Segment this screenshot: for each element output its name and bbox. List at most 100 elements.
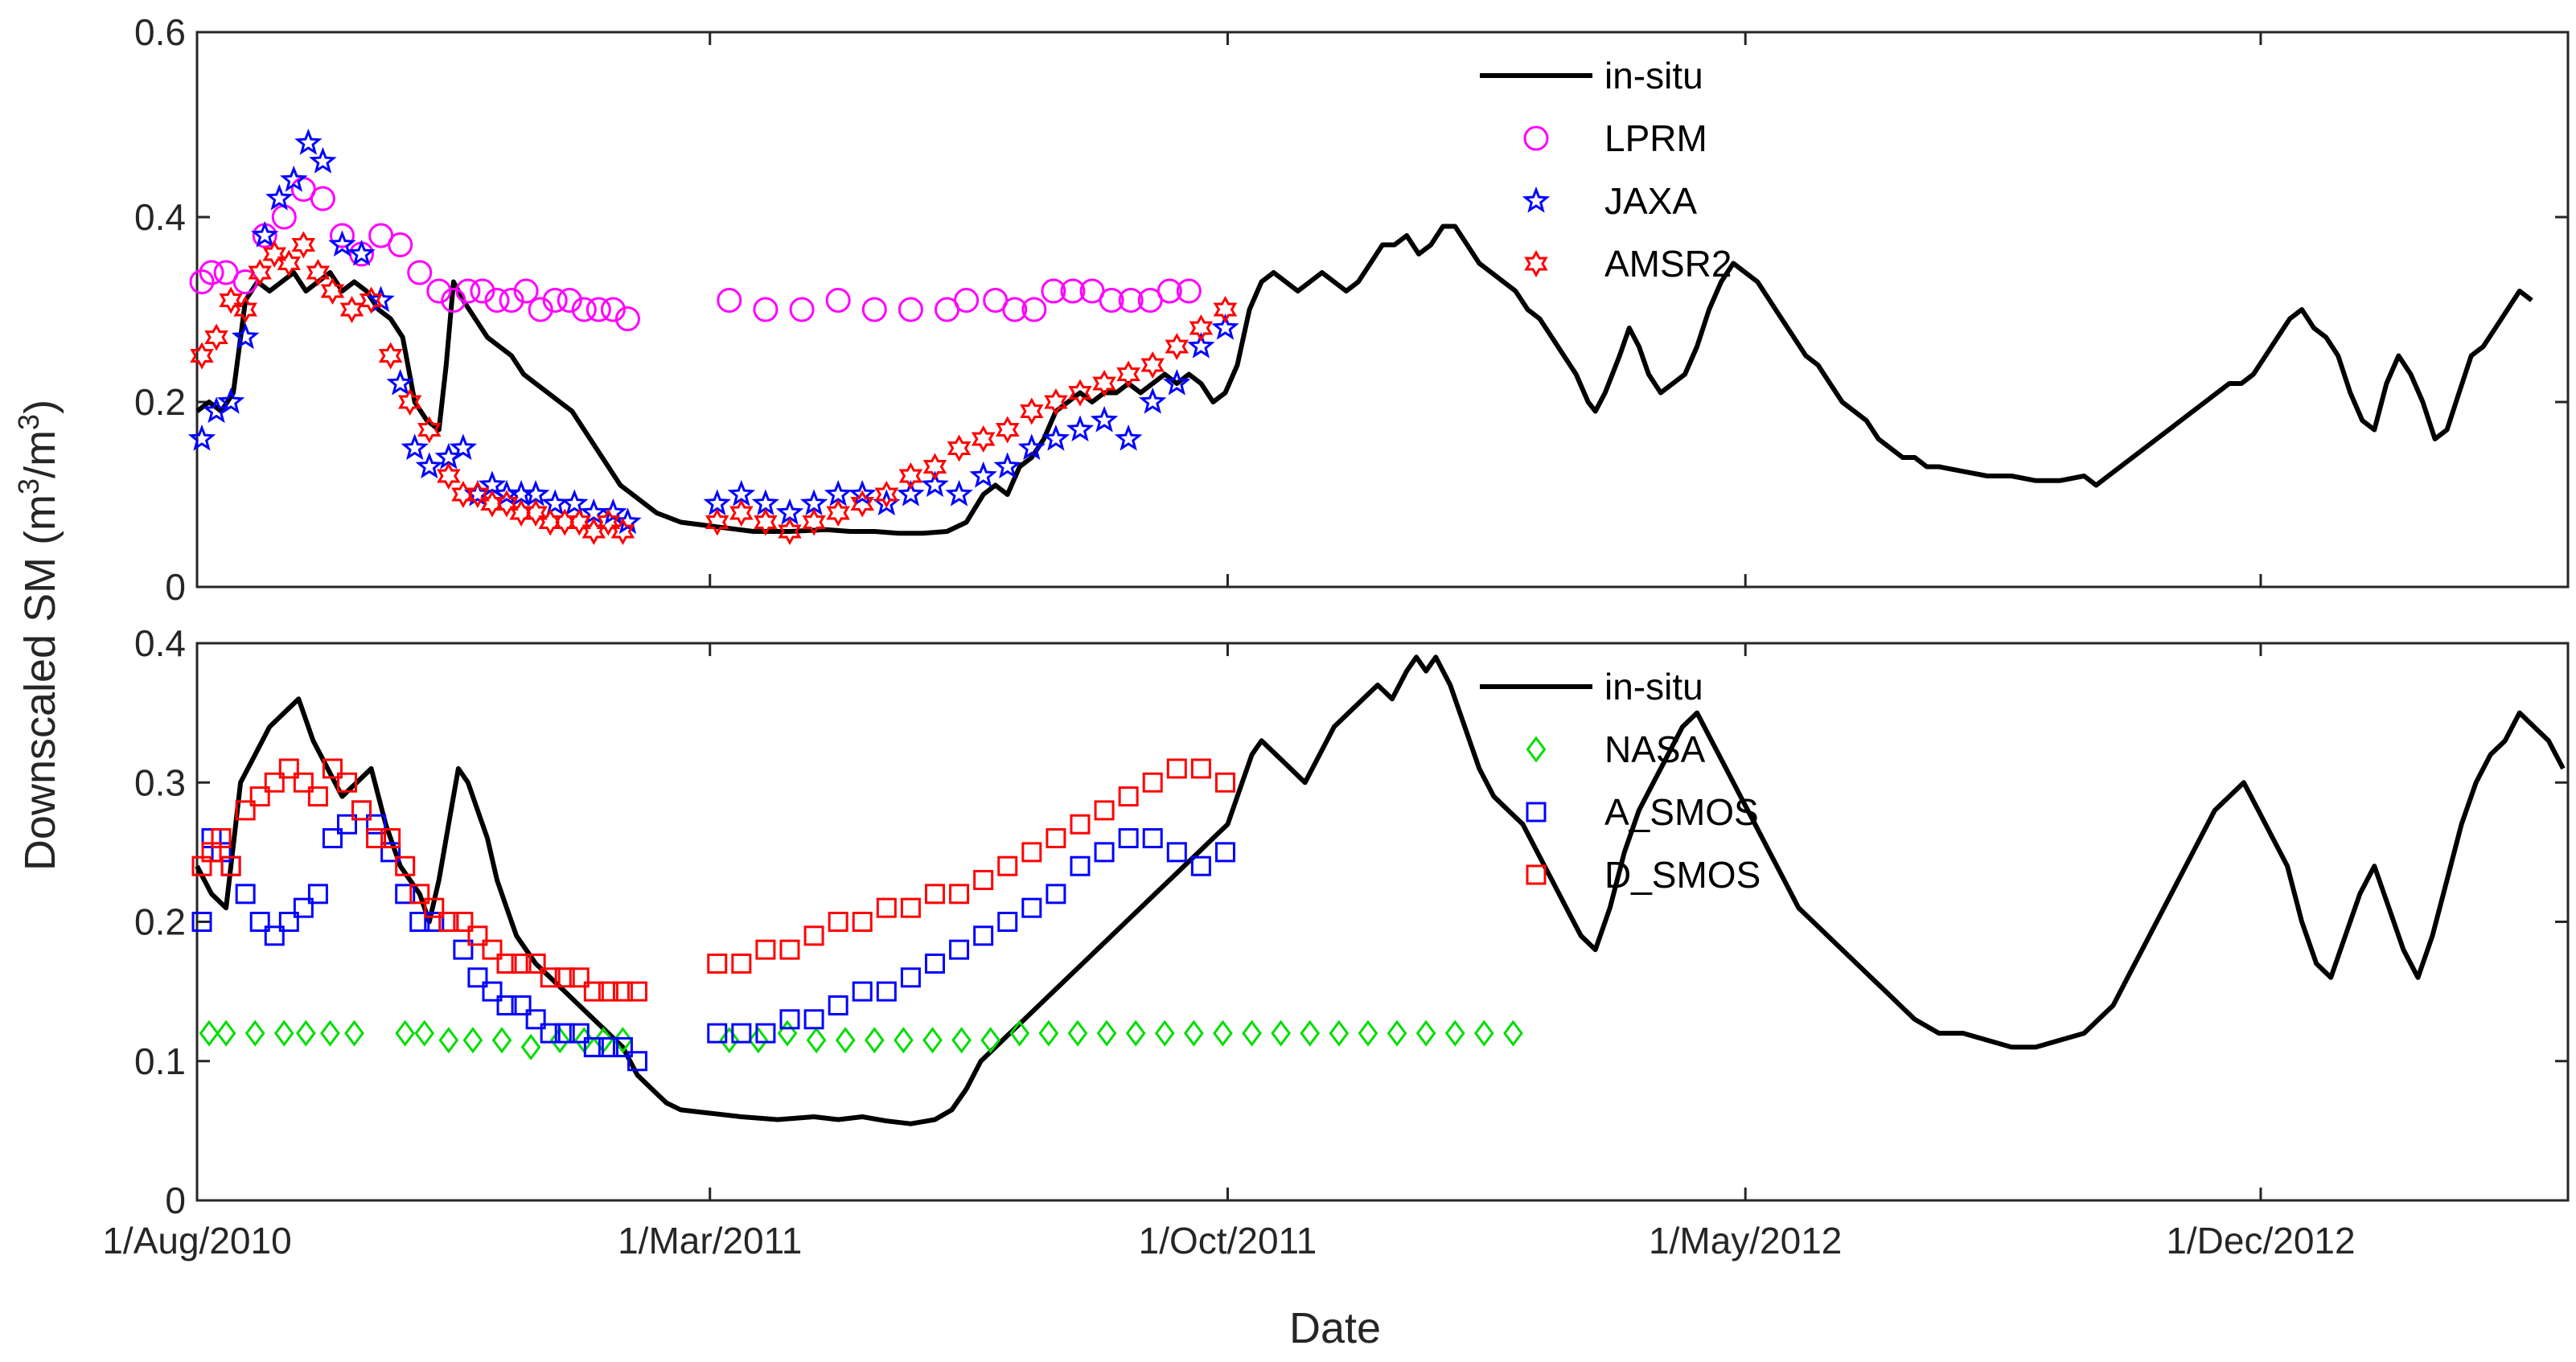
data-point xyxy=(924,884,945,905)
data-point xyxy=(583,981,604,1002)
y-axis-label-end: ) xyxy=(16,400,64,414)
y-tick-label: 0.3 xyxy=(134,761,186,803)
data-point xyxy=(1415,1019,1436,1047)
data-point xyxy=(779,939,800,960)
data-point xyxy=(293,897,314,918)
data-point xyxy=(1116,360,1140,388)
data-point xyxy=(922,1027,943,1054)
data-point xyxy=(397,388,422,416)
data-point xyxy=(973,925,994,946)
data-point xyxy=(395,855,416,876)
data-point xyxy=(1068,379,1092,407)
data-point xyxy=(1176,278,1202,304)
data-point xyxy=(484,288,510,313)
legend-label: D_SMOS xyxy=(1604,854,1760,896)
data-point xyxy=(898,462,923,490)
data-point xyxy=(1009,1019,1030,1047)
data-point xyxy=(199,260,224,285)
data-point xyxy=(1189,314,1214,343)
data-point xyxy=(1118,786,1139,807)
data-point xyxy=(1473,1019,1494,1047)
data-point xyxy=(1183,1019,1204,1047)
data-point xyxy=(294,128,323,155)
legend-label: AMSR2 xyxy=(1604,243,1732,285)
data-point xyxy=(438,1027,459,1054)
y-tick-label: 0.2 xyxy=(134,381,186,423)
data-point xyxy=(264,925,285,946)
data-point xyxy=(1154,1019,1175,1047)
data-point xyxy=(528,297,553,322)
data-point xyxy=(995,416,1020,444)
y-tick-label: 0 xyxy=(165,566,186,608)
data-point xyxy=(1125,1019,1146,1047)
data-point xyxy=(1090,405,1119,433)
legend-marker-swatch xyxy=(1526,802,1547,823)
data-point xyxy=(731,1023,752,1044)
data-point xyxy=(825,288,851,313)
data-point xyxy=(496,953,517,974)
data-point xyxy=(273,1019,294,1047)
data-point xyxy=(337,772,358,793)
data-point xyxy=(755,1023,776,1044)
data-point xyxy=(1021,842,1042,863)
data-point xyxy=(309,146,337,174)
data-point xyxy=(731,953,752,974)
x-tick-label: 1/Aug/2010 xyxy=(102,1220,291,1261)
data-point xyxy=(191,912,212,932)
data-point xyxy=(557,288,582,313)
data-point xyxy=(328,230,356,257)
data-point xyxy=(596,508,621,536)
series-amsr2 xyxy=(190,231,1238,546)
data-point xyxy=(513,278,539,304)
plot-area-frame xyxy=(195,31,2570,589)
data-point xyxy=(755,939,776,960)
data-point xyxy=(424,912,445,932)
series-d-smos xyxy=(191,758,1235,1002)
data-point xyxy=(1038,1019,1059,1047)
data-point xyxy=(359,286,384,314)
data-point xyxy=(189,269,215,294)
data-point xyxy=(190,342,214,370)
data-point xyxy=(511,953,532,974)
data-point xyxy=(467,925,488,946)
data-point xyxy=(520,1033,541,1060)
data-point xyxy=(231,322,260,350)
data-point xyxy=(499,288,524,313)
data-point xyxy=(554,967,575,988)
data-point xyxy=(850,490,875,518)
data-point xyxy=(802,508,826,536)
series-line-in-situ xyxy=(195,224,2533,536)
data-point xyxy=(1165,332,1189,361)
data-point xyxy=(351,800,372,821)
data-point xyxy=(280,165,308,192)
y-tick-label: 0.1 xyxy=(134,1040,186,1082)
data-point xyxy=(1142,772,1163,793)
data-point xyxy=(401,433,429,461)
data-point xyxy=(265,183,294,211)
data-point xyxy=(1021,297,1047,322)
data-point xyxy=(540,967,561,988)
data-point xyxy=(754,508,778,536)
y-axis-label-main: Downscaled SM (m xyxy=(16,494,64,871)
data-point xyxy=(278,758,299,779)
data-point xyxy=(707,1023,728,1044)
data-point xyxy=(467,967,488,988)
x-tick-label: 1/Oct/2011 xyxy=(1139,1220,1317,1261)
x-tick-label: 1/May/2012 xyxy=(1649,1220,1842,1261)
data-point xyxy=(729,498,754,527)
data-point xyxy=(1002,297,1028,322)
data-point xyxy=(232,269,258,294)
data-point xyxy=(1140,351,1165,379)
data-point xyxy=(864,1027,885,1054)
data-point xyxy=(1190,855,1211,876)
legend: in-situ LPRM JAXA AMSR2 xyxy=(1480,55,1732,285)
bottom-panel: 0 0.1 0.2 0.3 0.4 1/Aug/2010 1/Mar/2011 1/Oct/2… xyxy=(102,622,2570,1261)
data-point xyxy=(525,1009,546,1030)
data-point xyxy=(1041,424,1070,451)
data-point xyxy=(1214,772,1235,793)
legend-label: LPRM xyxy=(1604,117,1707,159)
data-point xyxy=(542,288,568,313)
data-point xyxy=(997,912,1018,932)
data-point xyxy=(1358,1019,1378,1047)
series-nasa xyxy=(199,1019,1523,1060)
